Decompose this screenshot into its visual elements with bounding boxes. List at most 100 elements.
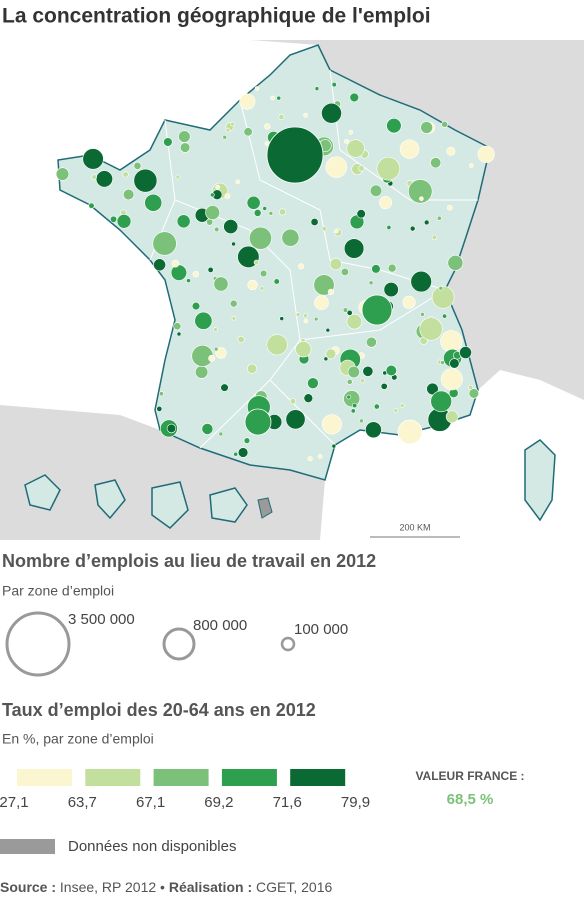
size-circle — [5, 611, 71, 677]
france-value: 68,5 % — [447, 791, 494, 808]
map-circle — [376, 156, 401, 181]
map-circle — [222, 134, 228, 140]
map-circle — [279, 316, 285, 321]
map-circle — [371, 264, 381, 274]
map-circle — [323, 356, 329, 362]
map-circle — [298, 263, 305, 270]
map-circle — [343, 238, 365, 259]
map-circle — [179, 142, 191, 153]
map-circle — [321, 414, 342, 435]
title: La concentration géographique de l'emplo… — [2, 5, 431, 28]
map-circle — [468, 384, 474, 390]
map-circle — [209, 192, 215, 198]
rate-break: 79,9 — [341, 794, 370, 811]
map-circle — [218, 431, 224, 437]
map-circle — [95, 170, 113, 188]
map-circle — [349, 92, 360, 103]
map-circle — [399, 403, 405, 408]
size-circle — [280, 636, 296, 652]
map-circle — [468, 388, 480, 399]
map-circle — [230, 121, 235, 127]
rate-break: 63,7 — [68, 794, 97, 811]
rate-swatch — [290, 769, 346, 786]
map-circle — [321, 102, 342, 124]
map-circle — [438, 285, 444, 291]
map: 200 KM — [0, 40, 584, 540]
map-circle — [346, 378, 353, 385]
map-circle — [350, 408, 356, 414]
map-circle — [393, 408, 399, 413]
map-circle — [266, 126, 324, 184]
map-circle — [215, 184, 221, 190]
map-circle — [307, 456, 313, 462]
map-circle — [373, 403, 380, 410]
map-circle — [365, 336, 377, 348]
map-circle — [55, 167, 70, 181]
map-circle — [419, 196, 424, 202]
map-circle — [225, 127, 231, 133]
map-circle — [176, 331, 182, 337]
map-circle — [446, 146, 456, 156]
map-circle — [285, 409, 306, 430]
map-circle — [207, 266, 214, 273]
map-circle — [273, 278, 280, 285]
rate-break: 67,1 — [136, 794, 165, 811]
rate-swatch — [85, 769, 141, 786]
map-circle — [194, 365, 209, 379]
map-circle — [231, 315, 237, 321]
map-circle — [380, 382, 388, 390]
map-circle — [170, 264, 188, 281]
map-circle — [420, 121, 433, 134]
legend-rate-title: Taux d’emploi des 20-64 ans en 2012 — [2, 700, 316, 720]
map-circle — [342, 307, 349, 313]
map-circle — [347, 365, 360, 379]
map-circle — [235, 179, 241, 185]
rate-break: 71,6 — [273, 794, 302, 811]
map-circle — [317, 454, 323, 459]
map-circle — [279, 208, 287, 216]
martinique — [94, 479, 126, 520]
map-circle — [346, 139, 365, 158]
guyane — [151, 481, 189, 529]
map-circle — [247, 279, 258, 291]
map-circle — [122, 171, 129, 178]
map-circle — [289, 398, 297, 405]
map-circle — [314, 295, 329, 311]
rate-break: 69,2 — [204, 794, 233, 811]
map-circle — [365, 421, 382, 439]
map-circle — [423, 219, 430, 226]
map-circle — [88, 202, 95, 209]
map-circle — [223, 219, 239, 235]
map-circle — [208, 354, 216, 362]
credit-label: Réalisation : — [169, 879, 252, 895]
rate-legend: 27,1 63,7 67,1 69,2 71,6 79,9 — [0, 769, 370, 811]
size-label: 100 000 — [294, 621, 348, 638]
map-circle — [346, 309, 353, 316]
map-circle — [276, 95, 282, 101]
map-circle — [385, 364, 397, 377]
map-circle — [402, 295, 416, 309]
map-circle — [171, 259, 180, 268]
map-circle — [158, 391, 164, 397]
map-circle — [430, 157, 442, 169]
legend-size-subtitle: Par zone d’emploi — [2, 583, 114, 599]
map-circle — [303, 318, 309, 324]
map-circle — [152, 231, 177, 256]
no-data-swatch — [0, 839, 55, 854]
map-circle — [351, 402, 358, 409]
map-circle — [314, 86, 320, 91]
map-circle — [133, 168, 158, 193]
map-circle — [268, 211, 274, 216]
map-circle — [243, 127, 253, 137]
map-circle — [264, 123, 271, 130]
source: Source : Insee, RP 2012 • Réalisation : … — [0, 879, 332, 895]
legend-rate-subtitle: En %, par zone d’emploi — [2, 731, 154, 747]
map-circle — [303, 112, 308, 118]
map-circle — [224, 193, 231, 200]
map-circle — [249, 226, 272, 250]
map-circle — [295, 341, 312, 358]
map-circle — [468, 163, 474, 168]
map-circle — [166, 423, 177, 434]
map-circle — [303, 393, 314, 403]
map-circle — [310, 217, 319, 226]
